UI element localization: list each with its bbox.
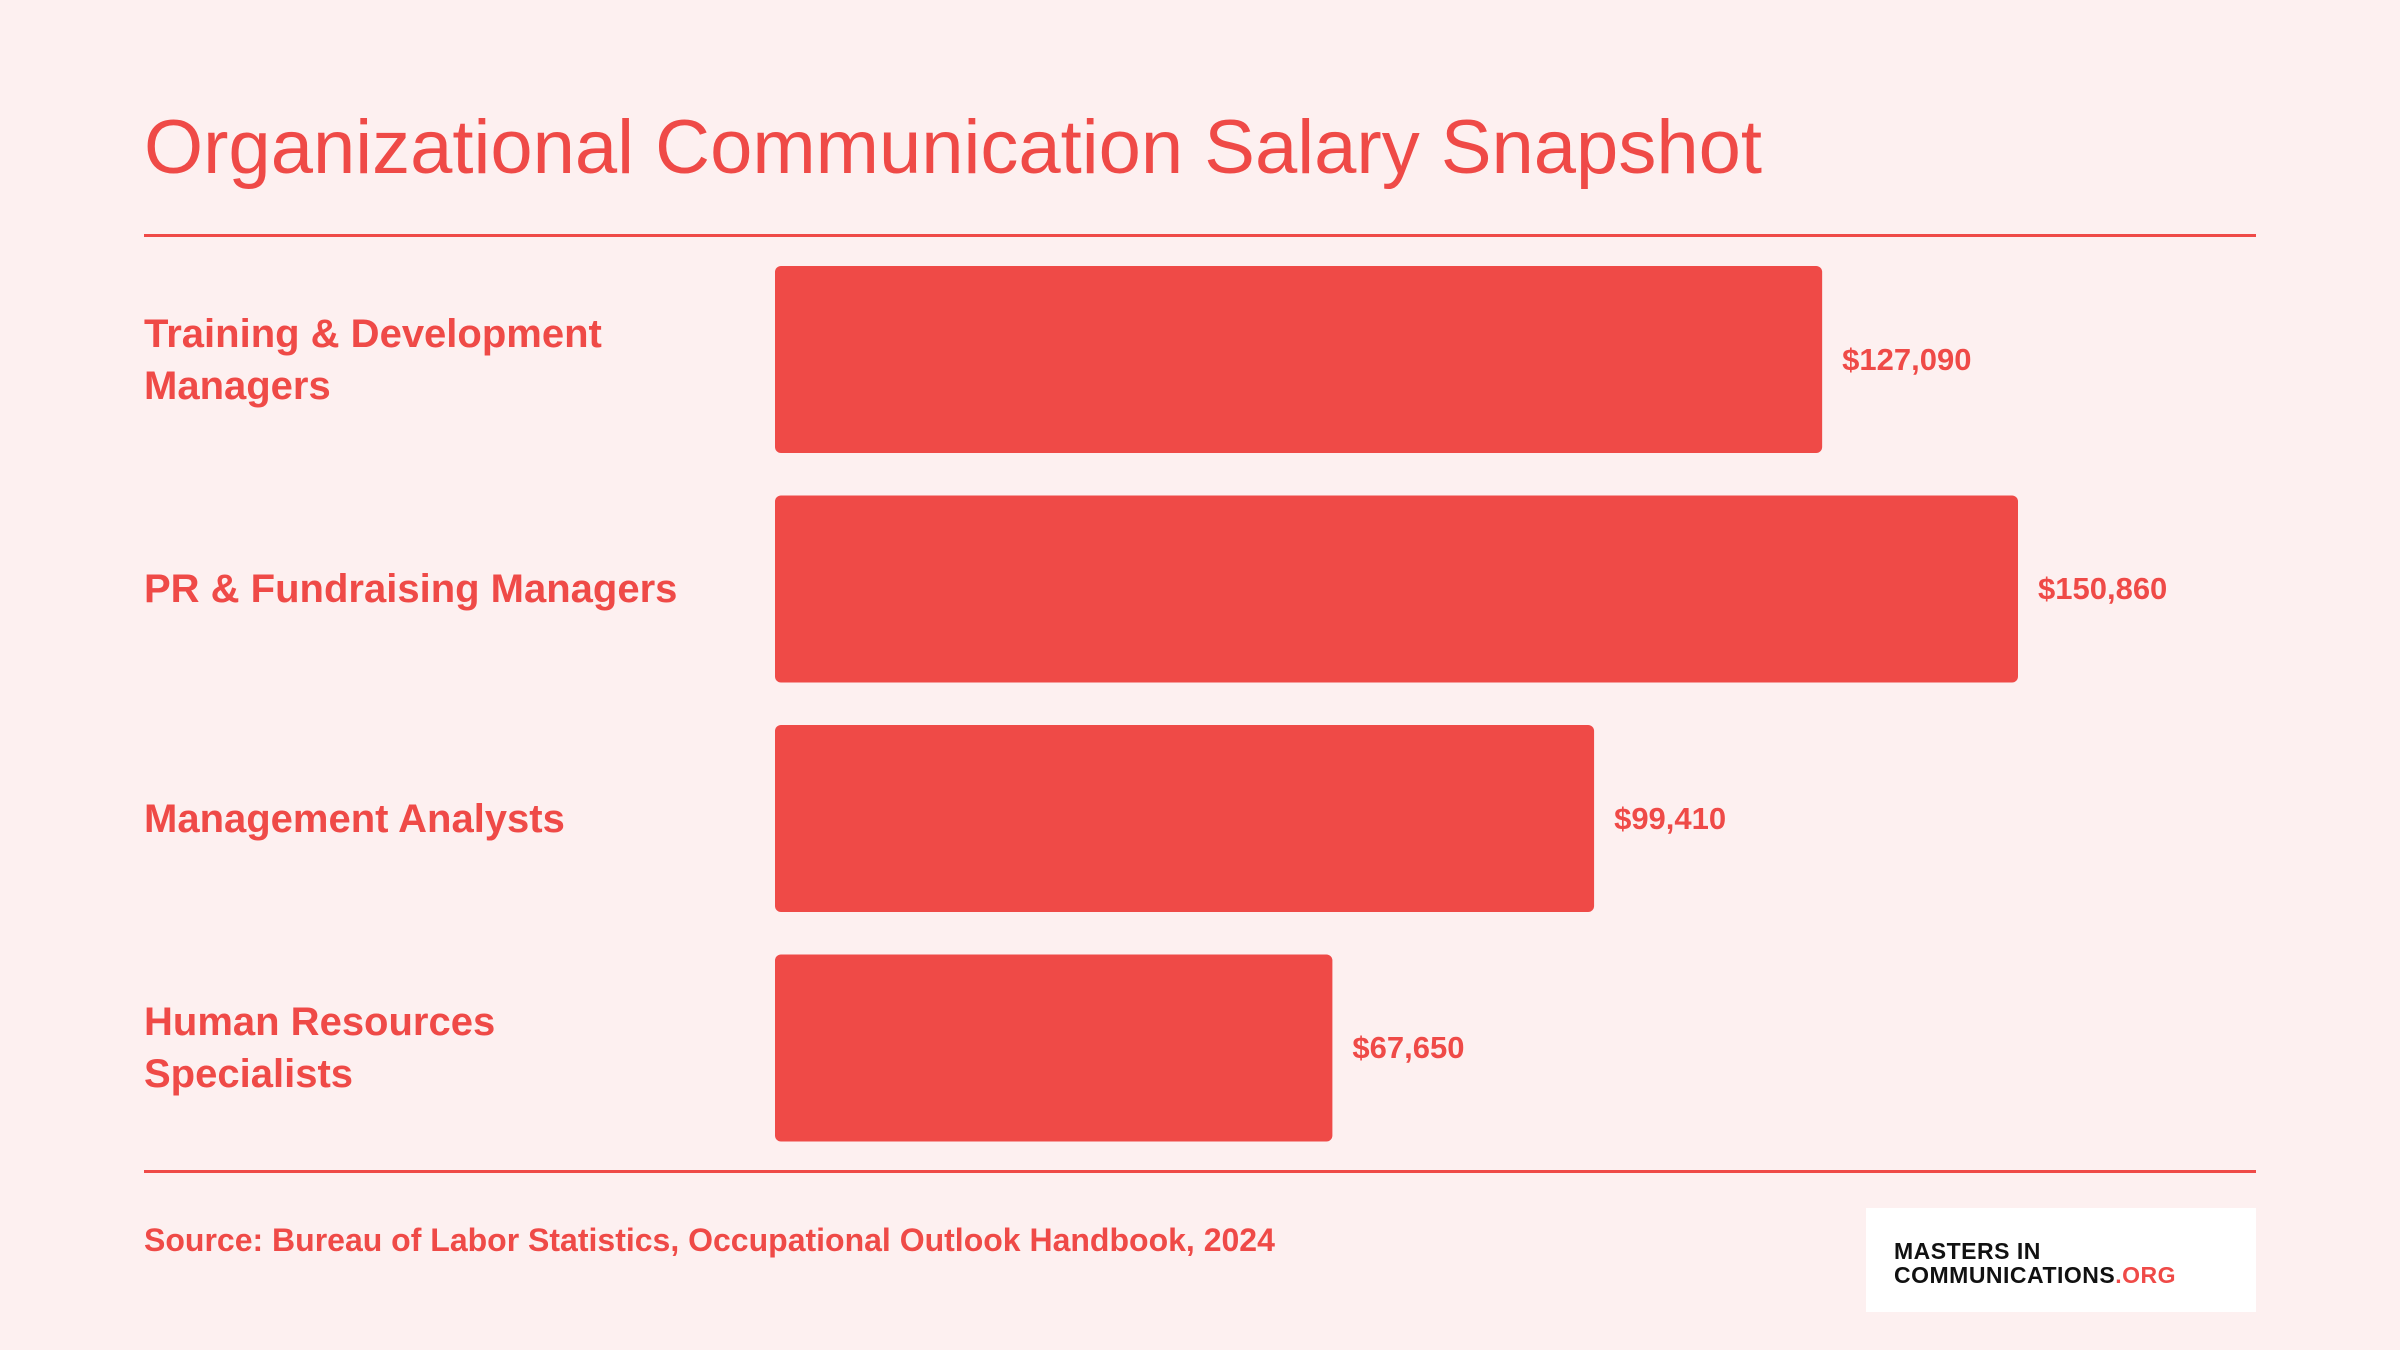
category-label: Management Analysts [144, 796, 565, 841]
value-label: $99,410 [1614, 800, 1727, 836]
value-label: $127,090 [1842, 341, 1972, 377]
divider [144, 234, 2256, 237]
category-label: Human Resources Specialists [144, 1000, 496, 1096]
logo-text: COMMUNICATIONS [1894, 1262, 2116, 1288]
chart-title: Organizational Communication Salary Snap… [144, 105, 1762, 190]
bar [775, 266, 1823, 453]
logo-line: MASTERS IN [1894, 1238, 2041, 1264]
logo: MASTERS IN COMMUNICATIONS.ORG [1866, 1208, 2256, 1312]
bar [775, 495, 2018, 683]
bar [775, 954, 1333, 1142]
value-label: $150,860 [2038, 571, 2168, 606]
category-label: PR & Fundraising Managers [144, 567, 678, 611]
value-label: $67,650 [1352, 1030, 1465, 1065]
logo-suffix: .ORG [2115, 1262, 2177, 1288]
category-label: Training & Development Managers [144, 311, 602, 408]
source-note: Source: Bureau of Labor Statistics, Occu… [144, 1222, 1275, 1258]
divider [144, 1170, 2256, 1173]
bar [775, 725, 1595, 912]
logo-line: COMMUNICATIONS.ORG [1894, 1264, 2176, 1287]
